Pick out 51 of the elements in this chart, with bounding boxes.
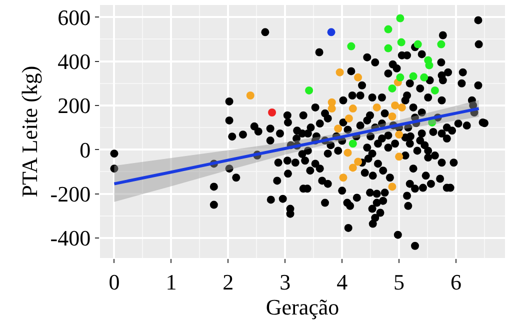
- x-axis-title: Geração: [266, 294, 340, 320]
- point: [398, 103, 406, 112]
- point: [414, 40, 422, 48]
- y-tick-label: 400: [58, 49, 91, 74]
- point: [348, 104, 357, 113]
- y-tick-label: 0: [80, 137, 91, 162]
- point: [344, 148, 352, 157]
- point: [372, 103, 381, 112]
- point: [327, 28, 336, 36]
- x-tick-label: 4: [336, 269, 348, 294]
- point: [397, 38, 406, 46]
- point: [388, 84, 396, 92]
- x-tick-label: 0: [108, 269, 120, 294]
- point: [268, 108, 276, 117]
- point: [388, 112, 396, 120]
- point: [354, 158, 362, 166]
- point: [334, 124, 342, 133]
- point: [388, 182, 396, 191]
- point: [246, 92, 254, 100]
- point: [384, 25, 392, 34]
- point: [425, 61, 434, 70]
- x-tick-label: 3: [280, 269, 291, 294]
- point: [344, 114, 353, 122]
- x-tick-label: 6: [450, 269, 462, 294]
- point: [396, 73, 404, 82]
- point: [354, 73, 362, 82]
- y-tick-label: 600: [58, 4, 91, 30]
- y-axis-title: PTA Leite (kg): [17, 66, 42, 198]
- point: [396, 14, 404, 22]
- point: [305, 86, 314, 94]
- point: [384, 44, 392, 52]
- point: [395, 152, 404, 161]
- point: [430, 86, 439, 94]
- point: [347, 42, 356, 50]
- point: [437, 40, 446, 48]
- point: [328, 104, 336, 113]
- point: [395, 130, 404, 139]
- point: [336, 68, 344, 76]
- x-tick-label: 2: [222, 269, 234, 294]
- point: [391, 101, 400, 110]
- y-tick-label: 200: [58, 93, 91, 118]
- point: [420, 73, 428, 82]
- point: [348, 164, 357, 172]
- x-tick-label: 5: [394, 269, 405, 294]
- point: [409, 72, 418, 80]
- y-tick-label: -200: [50, 181, 91, 206]
- x-tick-label: 1: [166, 269, 177, 294]
- point: [339, 174, 348, 182]
- point: [348, 140, 357, 148]
- line-series: [112, 107, 480, 186]
- y-tick-label: -400: [50, 226, 91, 251]
